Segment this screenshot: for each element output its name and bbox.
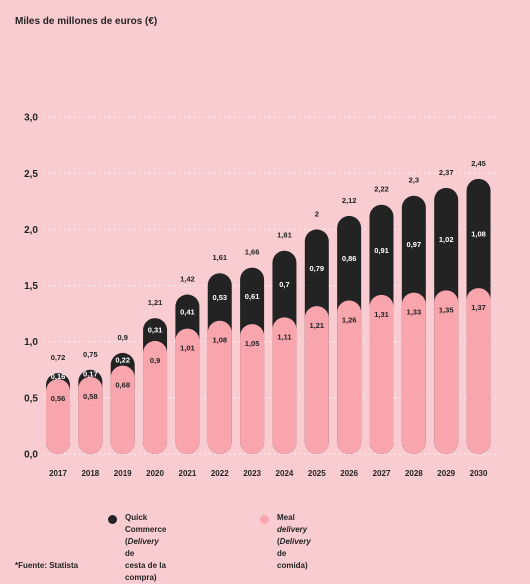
- legend-item-quick-commerce: Quick Commerce (Delivery de cesta de la …: [108, 512, 166, 584]
- x-tick-label: 2025: [308, 469, 326, 478]
- bar-total-label: 2,45: [471, 159, 486, 168]
- bar-total-label: 2: [315, 209, 319, 218]
- y-tick-label: 3,0: [24, 113, 38, 124]
- bar-label-quick-commerce: 0,86: [342, 254, 357, 263]
- x-tick-label: 2028: [405, 469, 423, 478]
- source-note: *Fuente: Statista: [15, 561, 79, 570]
- bar-label-meal-delivery: 1,08: [212, 336, 227, 345]
- bar-label-meal-delivery: 1,33: [407, 308, 422, 317]
- y-axis-label: Miles de millones de euros (€): [15, 16, 158, 27]
- bar-label-quick-commerce: 1,02: [439, 235, 454, 244]
- bar-meal-delivery: [175, 328, 200, 454]
- bar-meal-delivery: [401, 292, 426, 454]
- x-tick-label: 2022: [211, 469, 229, 478]
- bar-label-meal-delivery: 1,26: [342, 316, 357, 325]
- x-tick-label: 2024: [276, 469, 294, 478]
- bar-label-meal-delivery: 0,68: [115, 381, 130, 390]
- bar-label-meal-delivery: 1,31: [374, 310, 389, 319]
- bar-label-meal-delivery: 1,05: [245, 339, 260, 348]
- bar-label-meal-delivery: 1,01: [180, 344, 195, 353]
- bar-total-label: 0,9: [117, 333, 127, 342]
- bar-label-quick-commerce: 0,53: [212, 293, 227, 302]
- bar-label-quick-commerce: 1,08: [471, 230, 486, 239]
- x-tick-label: 2026: [340, 469, 358, 478]
- x-ticks: 2017 2018 2019 2020 2021 2022 2023 2024 2025 2026…: [49, 469, 488, 478]
- bar-total-label: 1,42: [180, 275, 195, 284]
- legend-swatch-meal-delivery: [260, 515, 269, 524]
- bar-meal-delivery: [337, 300, 362, 454]
- bar-label-quick-commerce: 0,79: [309, 264, 324, 273]
- x-tick-label: 2018: [81, 469, 99, 478]
- y-ticks: 0,0 0,5 1,0 1,5 2,0 2,5 3,0: [24, 113, 38, 461]
- bar-meal-delivery: [240, 324, 265, 454]
- bar-label-meal-delivery: 1,21: [309, 321, 324, 330]
- bar-label-quick-commerce: 0,17: [83, 369, 98, 378]
- y-tick-label: 0,0: [24, 450, 38, 461]
- bar-label-quick-commerce: 0,41: [180, 308, 195, 317]
- y-tick-label: 2,5: [24, 169, 38, 180]
- bar-label-quick-commerce: 0,31: [148, 326, 163, 335]
- bar-meal-delivery: [110, 365, 135, 454]
- y-tick-label: 1,0: [24, 337, 38, 348]
- bar-label-quick-commerce: 0,16: [51, 372, 66, 381]
- y-tick-label: 1,5: [24, 281, 38, 292]
- bar-label-quick-commerce: 0,97: [407, 240, 422, 249]
- bar-label-meal-delivery: 1,37: [471, 303, 486, 312]
- x-tick-label: 2021: [179, 469, 197, 478]
- bar-meal-delivery: [272, 317, 297, 454]
- bar-meal-delivery: [434, 290, 459, 454]
- bar-label-quick-commerce: 0,61: [245, 292, 260, 301]
- bar-meal-delivery: [46, 379, 70, 454]
- bar-meal-delivery: [143, 340, 168, 454]
- x-tick-label: 2027: [373, 469, 391, 478]
- bar-total-label: 1,66: [245, 248, 260, 257]
- bar-label-quick-commerce: 0,22: [115, 355, 130, 364]
- bar-meal-delivery: [207, 320, 232, 454]
- bar-label-quick-commerce: 0,91: [374, 246, 389, 255]
- bar-total-label: 2,3: [409, 176, 419, 185]
- legend-item-meal-delivery: Meal delivery (Delivery de comida): [260, 512, 311, 572]
- x-tick-label: 2029: [437, 469, 455, 478]
- bar-label-meal-delivery: 0,56: [51, 394, 66, 403]
- x-tick-label: 2023: [243, 469, 261, 478]
- x-tick-label: 2017: [49, 469, 67, 478]
- bar-total-label: 1,21: [148, 298, 163, 307]
- x-tick-label: 2030: [470, 469, 488, 478]
- y-tick-label: 0,5: [24, 393, 38, 404]
- bars: 0,160,560,720,170,580,750,220,680,90,310…: [46, 159, 491, 455]
- bar-label-quick-commerce: 0,7: [279, 280, 289, 289]
- legend-label-meal-delivery: Meal delivery (Delivery de comida): [277, 513, 311, 570]
- bar-meal-delivery: [369, 294, 394, 454]
- bar-total-label: 1,61: [212, 253, 227, 262]
- legend-label-quick-commerce: Quick Commerce (Delivery de cesta de la …: [125, 513, 167, 582]
- x-tick-label: 2019: [114, 469, 132, 478]
- bar-meal-delivery: [466, 288, 491, 454]
- bar-meal-delivery: [304, 306, 329, 454]
- bar-total-label: 0,72: [51, 353, 66, 362]
- bar-total-label: 0,75: [83, 350, 98, 359]
- bar-label-meal-delivery: 0,58: [83, 392, 98, 401]
- bar-label-meal-delivery: 1,35: [439, 305, 454, 314]
- bar-meal-delivery: [78, 376, 103, 454]
- y-tick-label: 2,0: [24, 225, 38, 236]
- bar-label-meal-delivery: 1,11: [277, 332, 291, 341]
- bar-total-label: 2,22: [374, 185, 389, 194]
- bar-total-label: 1,81: [277, 231, 292, 240]
- x-tick-label: 2020: [146, 469, 164, 478]
- bar-total-label: 2,12: [342, 196, 357, 205]
- bar-total-label: 2,37: [439, 168, 454, 177]
- bar-label-meal-delivery: 0,9: [150, 356, 160, 365]
- legend-swatch-quick-commerce: [108, 515, 117, 524]
